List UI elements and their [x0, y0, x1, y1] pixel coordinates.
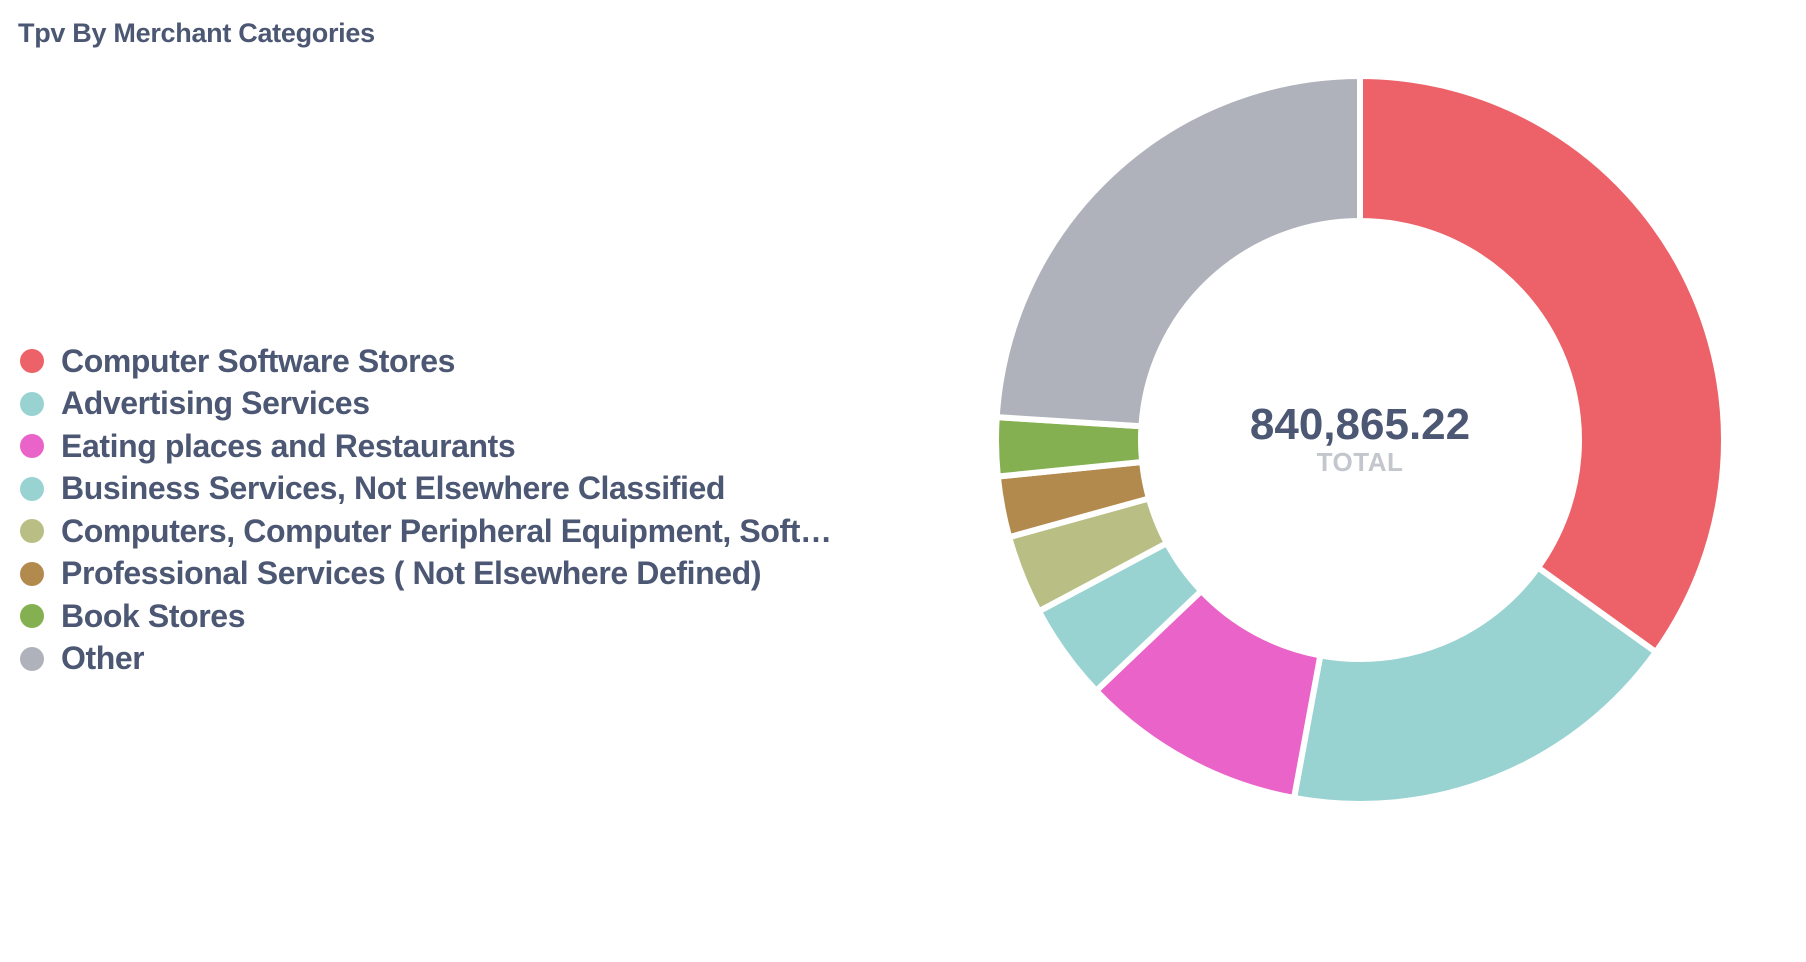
donut-chart-area: 840,865.22 TOTAL: [930, 75, 1790, 945]
total-label: TOTAL: [1317, 447, 1404, 477]
donut-chart: 840,865.22 TOTAL: [993, 75, 1727, 807]
total-value: 840,865.22: [1250, 400, 1470, 449]
legend-item[interactable]: Computer Software Stores: [20, 340, 870, 383]
legend-item[interactable]: Eating places and Restaurants: [20, 425, 870, 468]
legend-label: Computer Software Stores: [61, 342, 456, 379]
donut-slice[interactable]: [993, 75, 1363, 430]
legend-label: Other: [61, 640, 145, 677]
legend-item[interactable]: Professional Services ( Not Elsewhere De…: [20, 553, 870, 596]
legend-dot: [20, 476, 44, 501]
legend-item[interactable]: Other: [20, 638, 870, 681]
legend-label: Business Services, Not Elsewhere Classif…: [61, 470, 726, 507]
legend-dot: [20, 646, 44, 671]
legend-item[interactable]: Computers, Computer Peripheral Equipment…: [20, 510, 870, 553]
legend-item[interactable]: Book Stores: [20, 595, 870, 638]
donut-slice[interactable]: [1357, 75, 1727, 657]
legend-dot: [20, 604, 44, 629]
donut-slice[interactable]: [1290, 563, 1661, 807]
legend-label: Eating places and Restaurants: [61, 427, 516, 464]
legend-dot: [20, 519, 44, 544]
legend-item[interactable]: Business Services, Not Elsewhere Classif…: [20, 468, 870, 511]
legend-item[interactable]: Advertising Services: [20, 383, 870, 426]
chart-legend: Computer Software Stores Advertising Ser…: [20, 340, 870, 680]
legend-dot: [20, 349, 44, 374]
donut-slices: [993, 75, 1727, 807]
legend-label: Book Stores: [61, 597, 246, 634]
legend-label: Advertising Services: [61, 385, 370, 422]
legend-dot: [20, 561, 44, 586]
legend-dot: [20, 434, 44, 459]
legend-dot: [20, 391, 44, 416]
legend-label: Professional Services ( Not Elsewhere De…: [61, 555, 762, 592]
chart-title[interactable]: Tpv By Merchant Categories: [18, 18, 375, 48]
legend-label: Computers, Computer Peripheral Equipment…: [61, 512, 832, 549]
